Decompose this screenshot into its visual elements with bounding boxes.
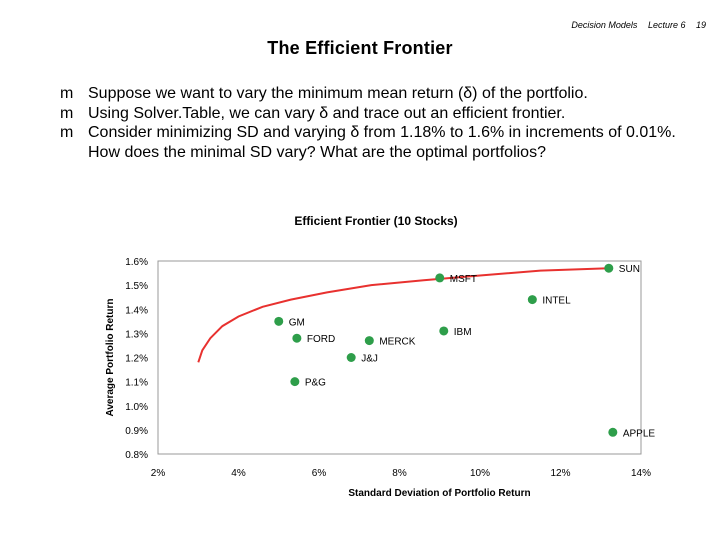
x-tick-label: 8% xyxy=(392,468,407,479)
bullet-item: m Suppose we want to vary the minimum me… xyxy=(60,84,700,104)
x-tick-label: 14% xyxy=(631,468,651,479)
bullet-text: Using Solver.Table, we can vary δ and tr… xyxy=(88,104,566,122)
bullet-item: m Consider minimizing SD and varying δ f… xyxy=(60,123,700,162)
x-tick-label: 12% xyxy=(550,468,570,479)
data-point xyxy=(604,263,614,273)
page-number: 19 xyxy=(695,20,706,30)
y-tick-label: 1.0% xyxy=(125,402,148,413)
data-point xyxy=(274,316,284,326)
y-tick-label: 1.3% xyxy=(125,329,148,340)
data-point xyxy=(290,377,300,387)
point-label: GM xyxy=(289,317,305,328)
data-point xyxy=(608,427,618,437)
slide-title-text: The Efficient Frontier xyxy=(267,38,453,58)
chart-title: Efficient Frontier (10 Stocks) xyxy=(294,214,458,228)
point-label: FORD xyxy=(307,334,335,345)
y-tick-label: 1.5% xyxy=(125,281,148,292)
data-point xyxy=(435,273,445,283)
x-tick-label: 2% xyxy=(151,468,166,479)
data-point xyxy=(364,336,374,346)
x-tick-label: 4% xyxy=(231,468,246,479)
slide-header: Decision Models Lecture 6 19 xyxy=(563,20,706,30)
bullet-item: m Using Solver.Table, we can vary δ and … xyxy=(60,104,700,124)
point-label: MERCK xyxy=(379,337,415,348)
bullet-list: m Suppose we want to vary the minimum me… xyxy=(60,84,700,162)
point-label: MSFT xyxy=(450,274,477,285)
y-axis-label: Average Portfolio Return xyxy=(105,299,116,417)
bullet-text: Suppose we want to vary the minimum mean… xyxy=(88,85,588,102)
data-point xyxy=(292,333,302,343)
bullet-marker-icon: m xyxy=(60,124,74,141)
bullet-marker-icon: m xyxy=(60,85,74,102)
x-tick-label: 6% xyxy=(312,468,327,479)
x-tick-label: 10% xyxy=(470,468,490,479)
plot-area xyxy=(157,260,642,455)
course-name: Decision Models xyxy=(571,20,638,30)
data-point xyxy=(527,295,537,305)
x-axis-label: Standard Deviation of Portfolio Return xyxy=(348,488,530,499)
y-tick-label: 1.2% xyxy=(125,354,148,365)
frontier-line xyxy=(197,267,609,363)
bullet-text: Consider minimizing SD and varying δ fro… xyxy=(88,124,676,161)
point-label: P&G xyxy=(305,378,326,389)
data-point xyxy=(439,326,449,336)
y-tick-label: 1.1% xyxy=(125,378,148,389)
point-label: INTEL xyxy=(542,296,571,307)
point-label: IBM xyxy=(454,327,472,338)
y-tick-label: 0.9% xyxy=(125,426,148,437)
y-tick-label: 0.8% xyxy=(125,450,148,461)
y-tick-label: 1.6% xyxy=(125,257,148,268)
point-label: J&J xyxy=(361,354,378,365)
point-label: APPLE xyxy=(623,428,656,439)
bullet-marker-icon: m xyxy=(60,104,74,122)
y-tick-label: 1.4% xyxy=(125,305,148,316)
data-point xyxy=(346,353,356,362)
lecture-number: Lecture 6 xyxy=(647,20,686,30)
point-label: SUN xyxy=(619,264,640,275)
slide-title: The Efficient Frontier xyxy=(0,38,720,59)
